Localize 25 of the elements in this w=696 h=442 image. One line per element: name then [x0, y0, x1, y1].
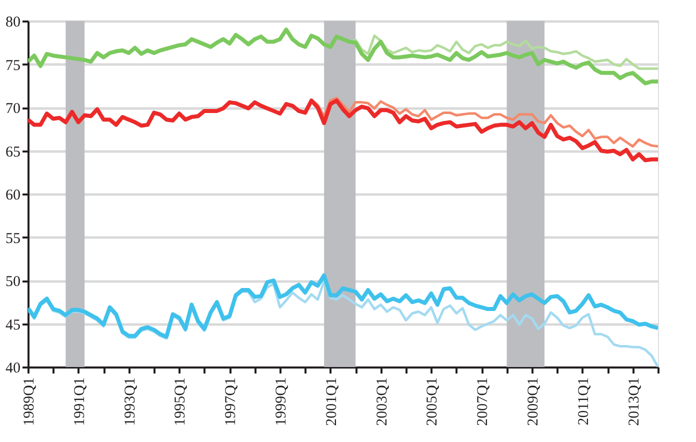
x-tick-label: 1993Q1 [122, 378, 138, 426]
y-tick-label: 45 [6, 317, 20, 334]
y-tick-label: 70 [6, 101, 20, 117]
x-tick-label: 1999Q1 [273, 378, 290, 426]
x-tick-label: 2011Q1 [576, 378, 592, 426]
x-tick-label: 2003Q1 [374, 378, 390, 426]
x-tick-label: 2009Q1 [526, 378, 542, 426]
y-tick-label: 60 [6, 188, 20, 204]
x-tick-label: 1989Q1 [22, 378, 38, 426]
x-tick-label: 2005Q1 [424, 378, 441, 426]
y-tick-label: 50 [6, 274, 20, 290]
x-tick-label: 2001Q1 [324, 378, 340, 426]
x-tick-label: 1995Q1 [172, 378, 189, 426]
line-series [28, 98, 658, 162]
x-tick-label: 2013Q1 [626, 378, 642, 426]
line-series [28, 28, 658, 86]
y-tick-label: 80 [6, 14, 20, 30]
y-tick-label: 40 [6, 360, 20, 376]
y-tick-label: 55 [6, 230, 20, 247]
y-tick-label: 75 [6, 58, 20, 74]
x-tick-label: 2007Q1 [475, 378, 492, 426]
line-series [28, 273, 658, 339]
y-tick-label: 65 [6, 144, 20, 160]
x-tick-label: 1991Q1 [72, 378, 88, 426]
x-tick-label: 1997Q1 [223, 378, 240, 426]
